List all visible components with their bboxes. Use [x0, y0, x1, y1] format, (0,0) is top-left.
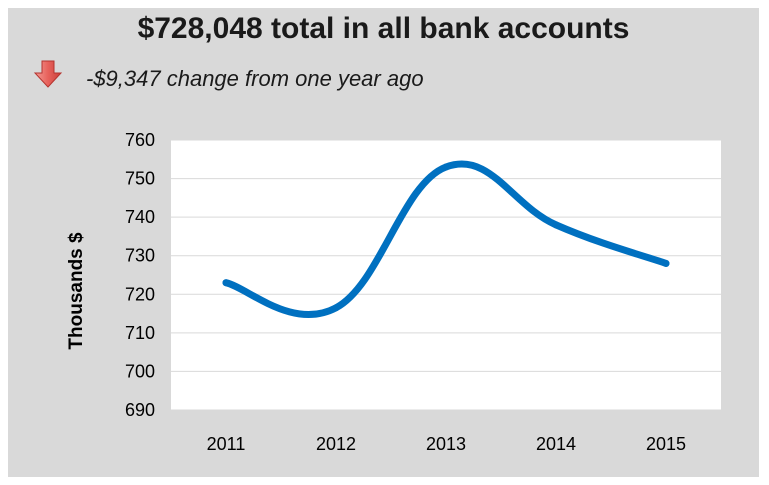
data-point	[332, 304, 340, 312]
x-tick-label: 2012	[316, 434, 356, 454]
data-point	[442, 163, 450, 171]
data-point	[662, 259, 670, 267]
y-tick-label: 720	[125, 284, 155, 304]
gridlines	[171, 139, 721, 411]
y-tick-label: 740	[125, 207, 155, 227]
series-line	[222, 160, 670, 318]
y-tick-label: 690	[125, 400, 155, 420]
y-tick-label: 760	[125, 130, 155, 150]
chart-panel: $728,048 total in all bank accounts -$9,…	[8, 8, 759, 477]
plot-area	[171, 140, 721, 410]
data-point	[552, 221, 560, 229]
y-axis-ticks: 760 750 740 730 720 710 700 690	[125, 130, 155, 420]
x-tick-label: 2015	[646, 434, 686, 454]
y-tick-label: 700	[125, 361, 155, 381]
y-tick-label: 710	[125, 323, 155, 343]
data-point	[222, 279, 230, 287]
x-tick-label: 2014	[536, 434, 576, 454]
x-axis-ticks: 2011 2012 2013 2014 2015	[207, 434, 686, 454]
y-tick-label: 730	[125, 246, 155, 266]
chart-subtitle: -$9,347 change from one year ago	[86, 66, 424, 91]
chart-title: $728,048 total in all bank accounts	[137, 12, 630, 45]
x-tick-label: 2013	[426, 434, 466, 454]
down-arrow-icon	[33, 60, 63, 88]
x-tick-label: 2011	[207, 434, 246, 454]
y-axis-title: Thousands $	[66, 232, 87, 350]
series-group	[222, 160, 670, 318]
point-group	[222, 163, 670, 312]
y-tick-label: 750	[125, 169, 155, 189]
